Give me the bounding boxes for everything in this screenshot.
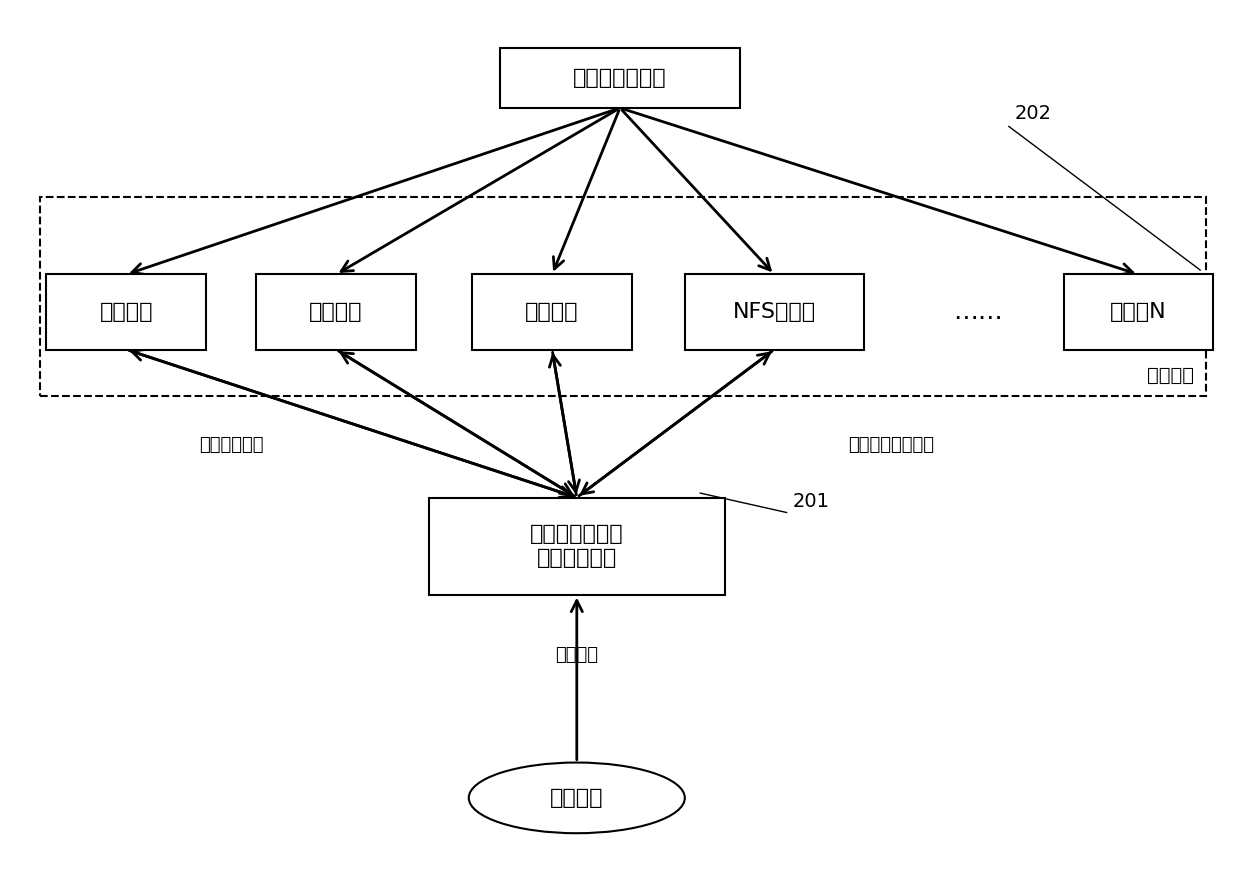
Ellipse shape (469, 763, 684, 833)
Text: 自动化控制节点
（任务队列）: 自动化控制节点 （任务队列） (529, 525, 624, 568)
FancyBboxPatch shape (684, 275, 864, 349)
Text: 测试人员: 测试人员 (551, 788, 604, 808)
Text: ……: …… (954, 300, 1003, 324)
Text: 远程测试脚本库: 远程测试脚本库 (573, 68, 667, 88)
Text: 测试任务: 测试任务 (556, 645, 598, 664)
Text: 201: 201 (792, 493, 830, 511)
FancyBboxPatch shape (472, 275, 632, 349)
Text: 集群节点: 集群节点 (309, 302, 363, 322)
Text: NFS客户端: NFS客户端 (733, 302, 816, 322)
FancyBboxPatch shape (255, 275, 417, 349)
Text: 集群节点: 集群节点 (99, 302, 153, 322)
FancyBboxPatch shape (429, 498, 725, 595)
FancyBboxPatch shape (1064, 275, 1213, 349)
Text: 任务机N: 任务机N (1110, 302, 1167, 322)
FancyBboxPatch shape (500, 48, 740, 108)
Text: 执行目标任务: 执行目标任务 (198, 436, 263, 453)
Text: 获取目标测试脚本: 获取目标测试脚本 (848, 436, 935, 453)
Text: 任务机池: 任务机池 (1147, 366, 1194, 385)
Text: 202: 202 (1016, 104, 1052, 123)
Text: 集群节点: 集群节点 (526, 302, 579, 322)
FancyBboxPatch shape (46, 275, 207, 349)
